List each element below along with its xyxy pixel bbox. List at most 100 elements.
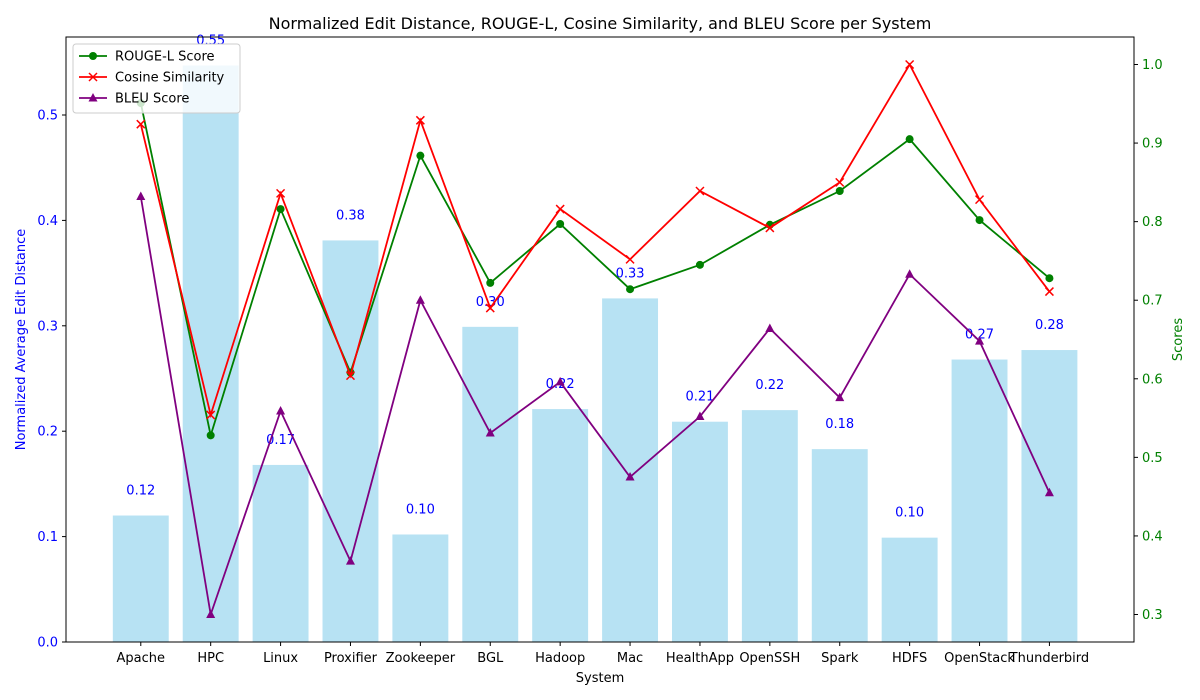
x-tick-label-linux: Linux — [263, 651, 298, 666]
cosine-similarity-point-spark — [835, 177, 845, 187]
y-left-tick-label: 0.2 — [37, 425, 58, 440]
y-right-tick-label: 0.7 — [1142, 294, 1163, 309]
rouge-l-score-point-hadoop — [556, 220, 565, 228]
y-right-tick-label: 0.8 — [1142, 215, 1163, 230]
bleu-score-point-proxifier — [345, 556, 355, 565]
rouge-l-score-point-openstack — [975, 216, 984, 225]
x-tick-label-hadoop: Hadoop — [535, 651, 585, 666]
bleu-score-point-openstack — [975, 336, 985, 345]
bar-label-hdfs: 0.10 — [895, 506, 924, 521]
legend: ROUGE-L Score Cosine Similarity BLEU Score — [72, 43, 241, 114]
y-right-tick-label: 0.5 — [1142, 451, 1163, 466]
x-tick-label-thunderbird: Thunderbird — [1009, 651, 1090, 666]
bar-label-openstack: 0.27 — [965, 328, 994, 343]
rouge-l-score-point-mac — [626, 285, 635, 294]
y-axis-right: 0.3 0.4 0.5 0.6 0.7 0.8 0.9 1.0 — [1134, 58, 1163, 623]
rouge-l-score-point-bgl — [486, 278, 495, 287]
rouge-l-score-line — [139, 102, 1051, 439]
x-tick-label-openstack: OpenStack — [944, 651, 1015, 666]
bar-label-mac: 0.33 — [616, 266, 645, 281]
cosine-similarity-point-zookeeper — [415, 115, 425, 125]
bar-healthapp — [671, 421, 728, 642]
cosine-similarity-point-hpc — [206, 410, 216, 420]
rouge-l-score-point-spark — [835, 187, 844, 195]
y-right-tick-label: 1.0 — [1142, 58, 1163, 73]
cosine-similarity-point-healthapp — [695, 186, 705, 196]
x-tick-label-zookeeper: Zookeeper — [386, 651, 456, 666]
y-axis-right-label: Scores — [1171, 318, 1186, 361]
y-axis-left-label: Normalized Average Edit Distance — [14, 229, 29, 451]
legend-label-rouge-l-score: ROUGE-L Score — [115, 50, 215, 65]
rouge-l-score-point-thunderbird — [1045, 274, 1054, 283]
cosine-similarity-point-openssh — [765, 223, 775, 233]
y-left-tick-label: 0.5 — [37, 108, 58, 123]
line-series — [136, 59, 1054, 618]
legend-label-cosine-similarity: Cosine Similarity — [115, 71, 225, 86]
bar-label-openssh: 0.22 — [755, 378, 784, 393]
bar-value-labels: 0.120.550.170.380.100.300.220.330.210.22… — [126, 33, 1064, 520]
x-tick-label-spark: Spark — [821, 651, 859, 666]
bar-hdfs — [881, 537, 938, 642]
rouge-l-score-point-hpc — [206, 431, 215, 440]
x-axis-label: System — [576, 671, 624, 686]
bar-zookeeper — [392, 534, 449, 642]
bar-linux — [252, 464, 309, 642]
cosine-similarity-point-bgl — [485, 303, 495, 313]
bar-proxifier — [322, 240, 379, 642]
bar-label-spark: 0.18 — [825, 417, 854, 432]
bar-series — [112, 65, 1078, 642]
bar-label-zookeeper: 0.10 — [406, 502, 435, 517]
y-left-tick-label: 0.4 — [37, 214, 58, 229]
plot-frame — [65, 36, 1135, 643]
chart-title: Normalized Edit Distance, ROUGE-L, Cosin… — [269, 14, 932, 33]
bar-spark — [811, 449, 868, 642]
bar-label-apache: 0.12 — [126, 484, 155, 499]
rouge-l-score-point-zookeeper — [416, 151, 425, 160]
x-tick-label-bgl: BGL — [477, 651, 504, 666]
legend-marker-cosine-similarity — [88, 72, 98, 82]
cosine-similarity-line — [139, 62, 1051, 419]
rouge-l-score-point-linux — [276, 205, 285, 214]
legend-marker-bleu-score — [88, 93, 98, 102]
cosine-similarity-point-linux — [276, 188, 286, 198]
bar-label-linux: 0.17 — [266, 433, 295, 448]
bleu-score-point-spark — [835, 392, 845, 402]
y-right-tick-label: 0.3 — [1142, 608, 1163, 623]
bar-bgl — [462, 326, 519, 642]
cosine-similarity-point-mac — [625, 254, 635, 264]
bleu-score-point-openssh — [765, 323, 775, 332]
y-right-tick-label: 0.9 — [1142, 137, 1163, 152]
bar-hadoop — [532, 409, 589, 642]
bleu-score-point-hadoop — [555, 376, 565, 386]
bleu-score-line — [139, 196, 1051, 615]
y-right-tick-label: 0.6 — [1142, 372, 1163, 387]
cosine-similarity-point-hdfs — [905, 59, 915, 70]
x-tick-label-openssh: OpenSSH — [739, 651, 800, 666]
x-tick-label-healthapp: HealthApp — [666, 651, 734, 666]
bar-label-proxifier: 0.38 — [336, 208, 365, 223]
x-tick-label-hpc: HPC — [197, 651, 224, 666]
bar-label-healthapp: 0.21 — [685, 390, 714, 405]
x-tick-label-apache: Apache — [117, 651, 166, 666]
y-left-tick-label: 0.0 — [37, 636, 58, 651]
y-right-tick-label: 0.4 — [1142, 529, 1163, 544]
legend-marker-rouge-l-score — [89, 52, 97, 60]
legend-label-bleu-score: BLEU Score — [115, 92, 189, 107]
bleu-score-point-hdfs — [905, 269, 915, 278]
bar-openssh — [741, 410, 798, 642]
bleu-score-point-zookeeper — [415, 295, 425, 304]
cosine-similarity-point-apache — [136, 119, 146, 129]
cosine-similarity-point-thunderbird — [1044, 287, 1054, 297]
rouge-l-score-point-hdfs — [905, 135, 914, 144]
bar-apache — [112, 515, 169, 642]
rouge-l-score-point-healthapp — [695, 260, 704, 269]
cosine-similarity-point-hadoop — [555, 204, 565, 214]
legend-box — [72, 43, 241, 114]
bar-openstack — [951, 359, 1008, 642]
cosine-similarity-point-openstack — [975, 195, 985, 205]
x-tick-label-hdfs: HDFS — [892, 651, 927, 666]
bleu-score-point-mac — [625, 472, 635, 481]
bleu-score-point-healthapp — [695, 411, 705, 420]
bleu-score-point-apache — [136, 191, 146, 200]
